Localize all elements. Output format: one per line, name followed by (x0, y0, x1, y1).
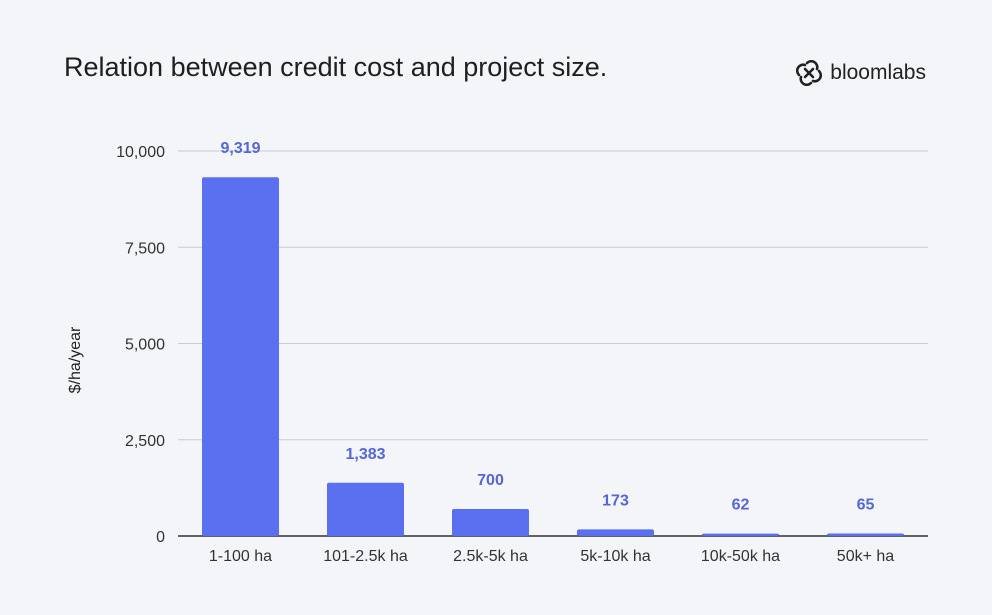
data-label: 1,383 (345, 446, 385, 463)
data-label: 173 (602, 492, 629, 509)
bar (202, 177, 279, 536)
x-tick-label: 1-100 ha (209, 548, 272, 565)
data-label: 9,319 (220, 140, 260, 157)
bar (327, 482, 404, 536)
gridlines (178, 150, 928, 537)
y-axis-title: $/ha/year (67, 326, 84, 393)
data-label: 65 (857, 496, 875, 513)
x-tick-label: 5k-10k ha (580, 548, 650, 565)
bar (452, 509, 529, 536)
bars (202, 177, 904, 536)
y-tick-label: 0 (156, 529, 165, 546)
data-label: 700 (477, 472, 504, 489)
chart-title: Relation between credit cost and project… (64, 52, 608, 82)
x-axis-categories: 1-100 ha 101-2.5k ha 2.5k-5k ha 5k-10k ha 10… (209, 548, 894, 565)
brand-name: bloomlabs (830, 61, 926, 84)
x-tick-label: 2.5k-5k ha (453, 548, 528, 565)
data-labels: 9,319 1,383 700 173 62 65 (220, 140, 874, 513)
bar (702, 533, 779, 536)
x-tick-label: 101-2.5k ha (323, 548, 408, 565)
bar (827, 533, 904, 536)
y-axis-ticks: 0 2,500 5,000 7,500 10,000 (116, 144, 165, 546)
brand-logo: bloomlabs (796, 60, 926, 86)
y-tick-label: 7,500 (125, 240, 165, 257)
y-tick-label: 2,500 (125, 433, 165, 450)
x-tick-label: 50k+ ha (837, 548, 894, 565)
bar (577, 529, 654, 536)
x-tick-label: 10k-50k ha (701, 548, 780, 565)
data-label: 62 (732, 497, 750, 514)
y-tick-label: 5,000 (125, 337, 165, 354)
bloomlabs-logo-icon (796, 60, 823, 86)
y-tick-label: 10,000 (116, 144, 165, 161)
